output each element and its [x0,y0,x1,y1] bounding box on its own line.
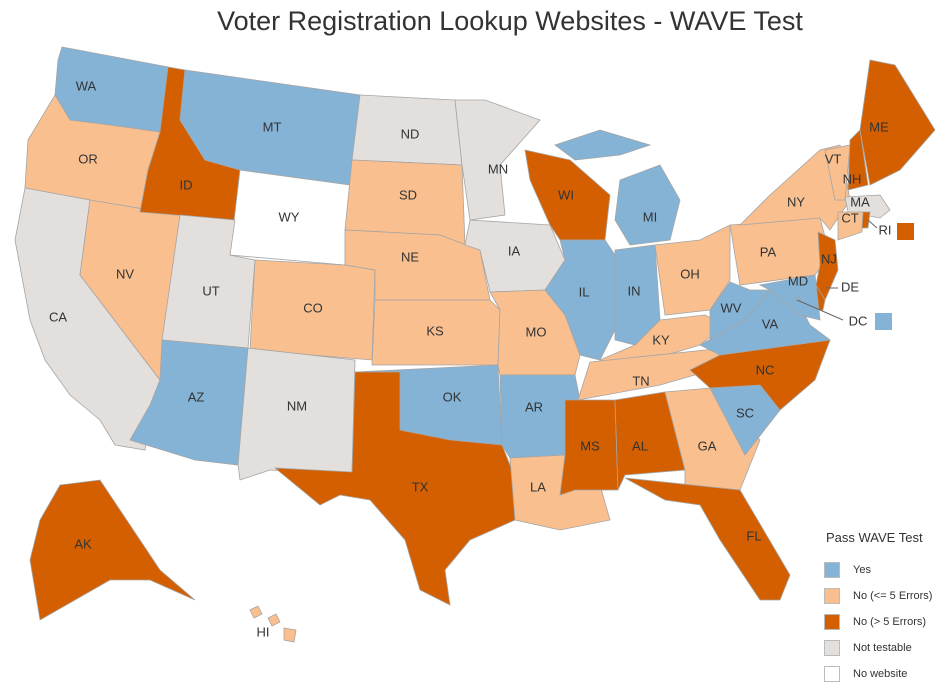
state-al[interactable] [614,391,686,491]
state-label-ms: MS [580,438,600,453]
legend-swatch [824,640,840,656]
state-label-me: ME [869,119,889,134]
state-label-wi: WI [558,187,574,202]
state-mn[interactable] [454,99,541,221]
state-vt[interactable] [824,144,851,201]
legend-swatch [824,562,840,578]
legend-label: No (> 5 Errors) [853,616,927,628]
state-label-wa: WA [76,78,97,93]
legend-title: Pass WAVE Test [826,530,923,545]
state-label-or: OR [78,151,98,166]
legend-item-na[interactable]: Not testable [812,635,951,661]
state-label-wy: WY [279,209,300,224]
state-hi[interactable] [249,605,263,619]
legend-label: No (<= 5 Errors) [853,590,933,602]
state-label-mt: MT [263,119,282,134]
state-ct[interactable] [837,211,864,241]
state-label-il: IL [579,284,590,299]
state-label-ct: CT [841,210,858,225]
state-label-ny: NY [787,194,805,209]
state-label-ma: MA [850,194,870,209]
legend: Pass WAVE Test Yes No (<= 5 Errors) No (> … [812,530,951,687]
state-label-ne: NE [401,249,419,264]
state-label-nj: NJ [821,251,837,266]
state-ri[interactable] [861,211,871,229]
legend-swatch [824,588,840,604]
state-label-ak: AK [74,536,92,551]
state-swatch-dc[interactable] [875,313,892,330]
state-label-co: CO [303,300,323,315]
state-label-nh: NH [843,171,862,186]
state-label-az: AZ [188,389,205,404]
state-wa[interactable] [54,46,169,133]
state-label-sd: SD [399,187,417,202]
state-label-sc: SC [736,405,754,420]
state-label-nm: NM [287,398,307,413]
state-label-ca: CA [49,309,67,324]
state-mi[interactable] [554,129,652,161]
state-label-mi: MI [643,209,657,224]
state-il[interactable] [544,239,616,361]
state-label-nv: NV [116,266,134,281]
state-label-ia: IA [508,243,521,258]
legend-label: No website [853,668,908,680]
state-label-ga: GA [698,438,717,453]
legend-item-none[interactable]: No website [812,661,951,687]
state-label-fl: FL [746,528,761,543]
state-me[interactable] [859,59,936,186]
state-label-tx: TX [412,479,429,494]
state-nh[interactable] [847,129,869,191]
state-label-la: LA [530,479,546,494]
state-label-nc: NC [756,362,775,377]
legend-label: Yes [853,564,871,576]
state-label-wv: WV [721,300,742,315]
state-mi[interactable] [614,164,681,246]
legend-swatch [824,666,840,682]
state-label-ok: OK [443,389,462,404]
legend-swatch [824,614,840,630]
state-label-mn: MN [488,161,508,176]
leader-line [796,299,844,321]
state-label-de: DE [841,279,859,294]
state-label-va: VA [762,316,779,331]
state-tx[interactable] [273,371,516,606]
legend-item-major[interactable]: No (> 5 Errors) [812,609,951,635]
state-label-al: AL [632,438,648,453]
state-label-oh: OH [680,266,700,281]
legend-label: Not testable [853,642,912,654]
state-md[interactable] [758,274,821,321]
state-fl[interactable] [624,477,791,601]
map-title: Voter Registration Lookup Websites - WAV… [217,6,803,36]
state-label-in: IN [628,283,641,298]
state-ak[interactable] [29,479,196,621]
state-oh[interactable] [654,224,731,316]
state-label-nd: ND [401,126,420,141]
legend-item-yes[interactable]: Yes [812,557,951,583]
state-co[interactable] [249,259,376,361]
state-label-dc: DC [849,313,868,328]
state-label-id: ID [180,177,193,192]
state-label-pa: PA [760,244,777,259]
state-label-ut: UT [202,283,219,298]
state-tn[interactable] [577,347,726,401]
state-swatch-ri[interactable] [897,223,914,240]
state-label-mo: MO [526,324,547,339]
state-nm[interactable] [237,347,356,481]
state-hi[interactable] [283,627,297,643]
state-label-ky: KY [652,332,670,347]
legend-item-minor[interactable]: No (<= 5 Errors) [812,583,951,609]
state-label-tn: TN [632,373,649,388]
state-label-ri: RI [879,222,892,237]
leader-line [867,219,878,229]
state-label-ar: AR [525,399,543,414]
state-label-hi: HI [257,624,270,639]
state-label-vt: VT [825,151,842,166]
state-label-md: MD [788,273,808,288]
state-label-ks: KS [426,323,444,338]
state-hi[interactable] [267,613,281,627]
